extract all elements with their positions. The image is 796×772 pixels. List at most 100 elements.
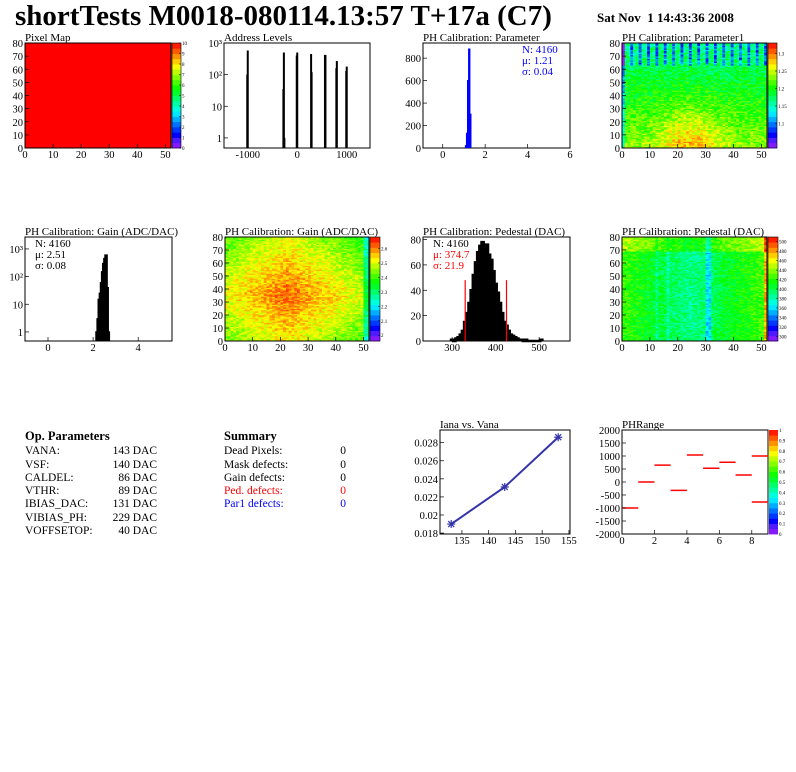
heatmap-cell: [694, 79, 698, 82]
heatmap-cell: [705, 69, 709, 71]
heatmap-cell: [663, 106, 667, 108]
heatmap-cell: [730, 104, 734, 107]
heatmap-cell: [711, 108, 715, 111]
heatmap-cell: [700, 116, 704, 119]
heatmap-cell: [633, 87, 637, 90]
heatmap-cell: [674, 130, 679, 133]
heatmap-cell: [686, 113, 690, 116]
heatmap-cell: [661, 107, 665, 109]
heatmap-cell: [644, 67, 648, 70]
heatmap-cell: [694, 57, 698, 60]
heatmap-cell: [714, 75, 718, 78]
heatmap-cell: [655, 45, 659, 48]
heatmap-cell: [716, 91, 720, 94]
heatmap-cell: [722, 65, 726, 67]
heatmap-cell: [680, 57, 684, 60]
heatmap-cell: [691, 60, 695, 62]
heatmap-cell: [688, 81, 693, 83]
heatmap-cell: [624, 92, 628, 95]
heatmap-cell: [655, 95, 659, 98]
heatmap-cell: [669, 138, 673, 141]
heatmap-cell: [688, 115, 693, 117]
heatmap-cell: [647, 132, 651, 134]
heatmap-cell: [691, 103, 695, 105]
heatmap-cell: [677, 123, 681, 125]
y-tick-label: 50: [610, 78, 621, 89]
heatmap-cell: [635, 88, 640, 91]
heatmap-cell: [658, 74, 662, 77]
heatmap-cell: [647, 117, 651, 120]
heatmap-cell: [649, 146, 653, 149]
heatmap-cell: [719, 86, 723, 88]
heatmap-cell: [744, 123, 748, 125]
heatmap-cell: [641, 79, 645, 82]
heatmap-cell: [711, 58, 715, 61]
heatmap-cell: [638, 83, 642, 86]
heatmap-cell: [716, 142, 720, 145]
heatmap-cell: [683, 146, 687, 149]
heatmap-cell: [674, 60, 679, 62]
heatmap-cell: [697, 106, 701, 108]
heatmap-cell: [661, 111, 665, 113]
heatmap-cell: [627, 109, 631, 112]
heatmap-cell: [630, 100, 634, 103]
heatmap-cell: [714, 111, 718, 113]
heatmap-cell: [655, 62, 659, 65]
heatmap-cell: [727, 75, 732, 78]
heatmap-cell: [705, 140, 709, 142]
heatmap-cell: [672, 144, 676, 146]
heatmap-cell: [649, 48, 653, 50]
heatmap-cell: [627, 69, 631, 71]
heatmap-cell: [697, 57, 701, 60]
heatmap-cell: [711, 71, 715, 74]
palette-swatch: [768, 95, 777, 102]
heatmap-cell: [638, 58, 642, 61]
heatmap-cell: [644, 121, 648, 124]
heatmap-cell: [627, 45, 631, 48]
heatmap-cell: [744, 66, 748, 69]
heatmap-cell: [691, 119, 695, 121]
heatmap-cell: [658, 109, 662, 112]
heatmap-cell: [680, 106, 684, 108]
heatmap-cell: [683, 137, 687, 140]
heatmap-cell: [644, 142, 648, 145]
heatmap-cell: [624, 48, 628, 50]
heatmap-cell: [688, 133, 693, 136]
heatmap-cell: [638, 109, 642, 112]
heatmap-cell: [644, 81, 648, 83]
heatmap-cell: [661, 104, 665, 107]
heatmap-cell: [716, 115, 720, 117]
heatmap-cell: [644, 134, 648, 137]
heatmap-cell: [727, 50, 732, 53]
heatmap-cell: [691, 137, 695, 140]
heatmap-cell: [700, 102, 704, 104]
heatmap-cell: [733, 142, 737, 145]
heatmap-cell: [744, 85, 748, 87]
heatmap-cell: [702, 53, 706, 56]
heatmap-cell: [747, 130, 751, 133]
heatmap-cell: [641, 96, 645, 99]
heatmap-cell: [705, 124, 709, 126]
heatmap-cell: [705, 48, 709, 50]
heatmap-cell: [652, 130, 656, 133]
heatmap-cell: [630, 124, 634, 126]
heatmap-cell: [672, 49, 676, 52]
heatmap-cell: [736, 67, 740, 70]
heatmap-cell: [677, 119, 681, 121]
heatmap-cell: [744, 120, 748, 123]
heatmap-cell: [722, 88, 726, 91]
heatmap-cell: [719, 130, 723, 133]
heatmap-cell: [633, 106, 637, 108]
heatmap-cell: [666, 91, 670, 94]
heatmap-cell: [680, 99, 684, 102]
heatmap-cell: [691, 124, 695, 126]
heatmap-cell: [672, 88, 676, 91]
heatmap-cell: [666, 102, 670, 104]
heatmap-cell: [663, 82, 667, 84]
heatmap-cell: [677, 79, 681, 82]
heatmap-cell: [635, 57, 640, 60]
heatmap-cell: [691, 129, 695, 132]
heatmap-cell: [622, 83, 626, 86]
heatmap-cell: [716, 78, 720, 81]
